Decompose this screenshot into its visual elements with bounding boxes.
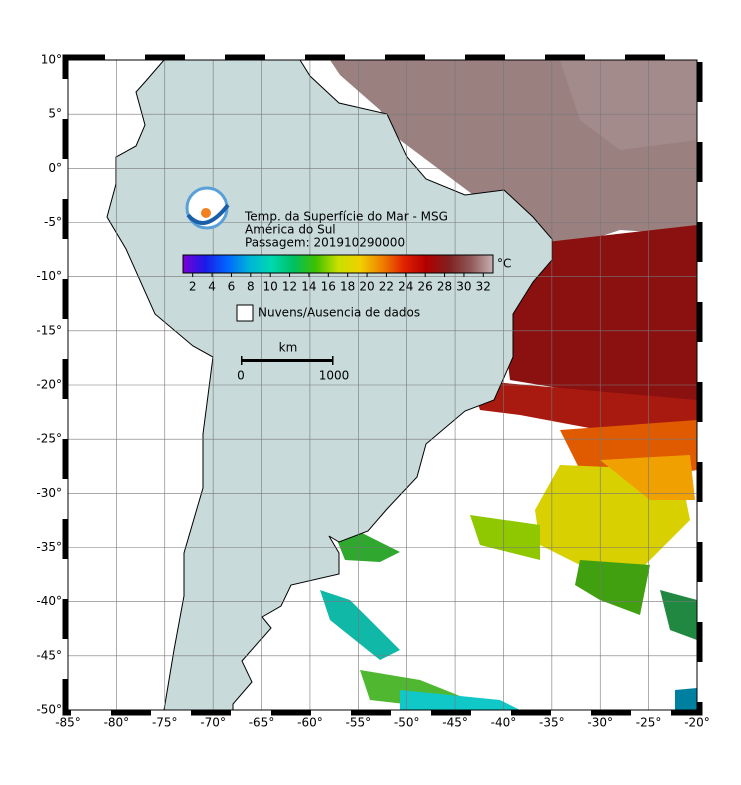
colorbar-tick-label: 32 bbox=[476, 280, 491, 294]
colorbar-tick-label: 12 bbox=[282, 280, 297, 294]
lat-tick-label: 10° bbox=[41, 53, 62, 67]
lat-tick-label: -10° bbox=[36, 269, 62, 283]
colorbar-tick-label: 8 bbox=[247, 280, 255, 294]
lon-tick-label: -55° bbox=[346, 716, 372, 730]
lon-tick-label: -75° bbox=[152, 716, 178, 730]
lat-tick-label: -45° bbox=[36, 648, 62, 662]
lon-tick-label: -35° bbox=[539, 716, 565, 730]
frame-border bbox=[62, 54, 703, 716]
lon-tick-label: -30° bbox=[587, 716, 613, 730]
colorbar-tick-label: 10 bbox=[263, 280, 278, 294]
lat-tick-label: -30° bbox=[36, 486, 62, 500]
lon-tick-label: -20° bbox=[684, 716, 710, 730]
scale-bar bbox=[241, 356, 334, 365]
colorbar-tick-label: 22 bbox=[379, 280, 394, 294]
graticule bbox=[68, 60, 697, 710]
colorbar-tick-label: 14 bbox=[301, 280, 316, 294]
lat-tick-label: -40° bbox=[36, 594, 62, 608]
legend-swatch bbox=[236, 304, 254, 322]
lon-tick-label: -60° bbox=[297, 716, 323, 730]
title-line: América do Sul bbox=[245, 223, 336, 237]
lat-tick-label: -20° bbox=[36, 378, 62, 392]
colorbar bbox=[182, 254, 494, 274]
scale-end: 1000 bbox=[319, 369, 350, 383]
lon-tick-label: -65° bbox=[249, 716, 275, 730]
legend-label: Nuvens/Ausencia de dados bbox=[258, 306, 420, 320]
colorbar-tick-label: 18 bbox=[340, 280, 355, 294]
colorbar-tick-label: 20 bbox=[359, 280, 374, 294]
colorbar-tick-label: 30 bbox=[456, 280, 471, 294]
title-line: Temp. da Superfície do Mar - MSG bbox=[244, 210, 448, 224]
colorbar-tick-label: 16 bbox=[321, 280, 336, 294]
sst-field bbox=[320, 60, 697, 710]
lat-tick-label: -15° bbox=[36, 323, 62, 337]
lat-tick-label: -25° bbox=[36, 432, 62, 446]
lon-tick-label: -70° bbox=[200, 716, 226, 730]
colorbar-tick-label: 4 bbox=[208, 280, 216, 294]
lat-tick-label: -5° bbox=[44, 215, 62, 229]
map-frame bbox=[67, 59, 698, 711]
lat-tick-label: 5° bbox=[48, 107, 62, 121]
lon-tick-label: -80° bbox=[104, 716, 130, 730]
title-line: Passagem: 201910290000 bbox=[245, 236, 405, 250]
colorbar-tick-label: 28 bbox=[437, 280, 452, 294]
scale-start: 0 bbox=[237, 369, 245, 383]
lon-tick-label: -25° bbox=[636, 716, 662, 730]
lat-tick-label: 0° bbox=[48, 161, 62, 175]
colorbar-tick-label: 6 bbox=[228, 280, 236, 294]
scale-unit: km bbox=[279, 341, 298, 355]
colorbar-tick-label: 26 bbox=[418, 280, 433, 294]
inpe-logo bbox=[185, 186, 230, 230]
lat-tick-label: -35° bbox=[36, 540, 62, 554]
lon-tick-label: -45° bbox=[442, 716, 468, 730]
colorbar-tick-label: 24 bbox=[398, 280, 413, 294]
lat-tick-label: -50° bbox=[36, 703, 62, 717]
colorbar-unit: °C bbox=[497, 257, 511, 271]
lon-tick-label: -50° bbox=[394, 716, 420, 730]
colorbar-tick-label: 2 bbox=[189, 280, 197, 294]
lon-tick-label: -40° bbox=[491, 716, 517, 730]
lon-tick-label: -85° bbox=[55, 716, 81, 730]
